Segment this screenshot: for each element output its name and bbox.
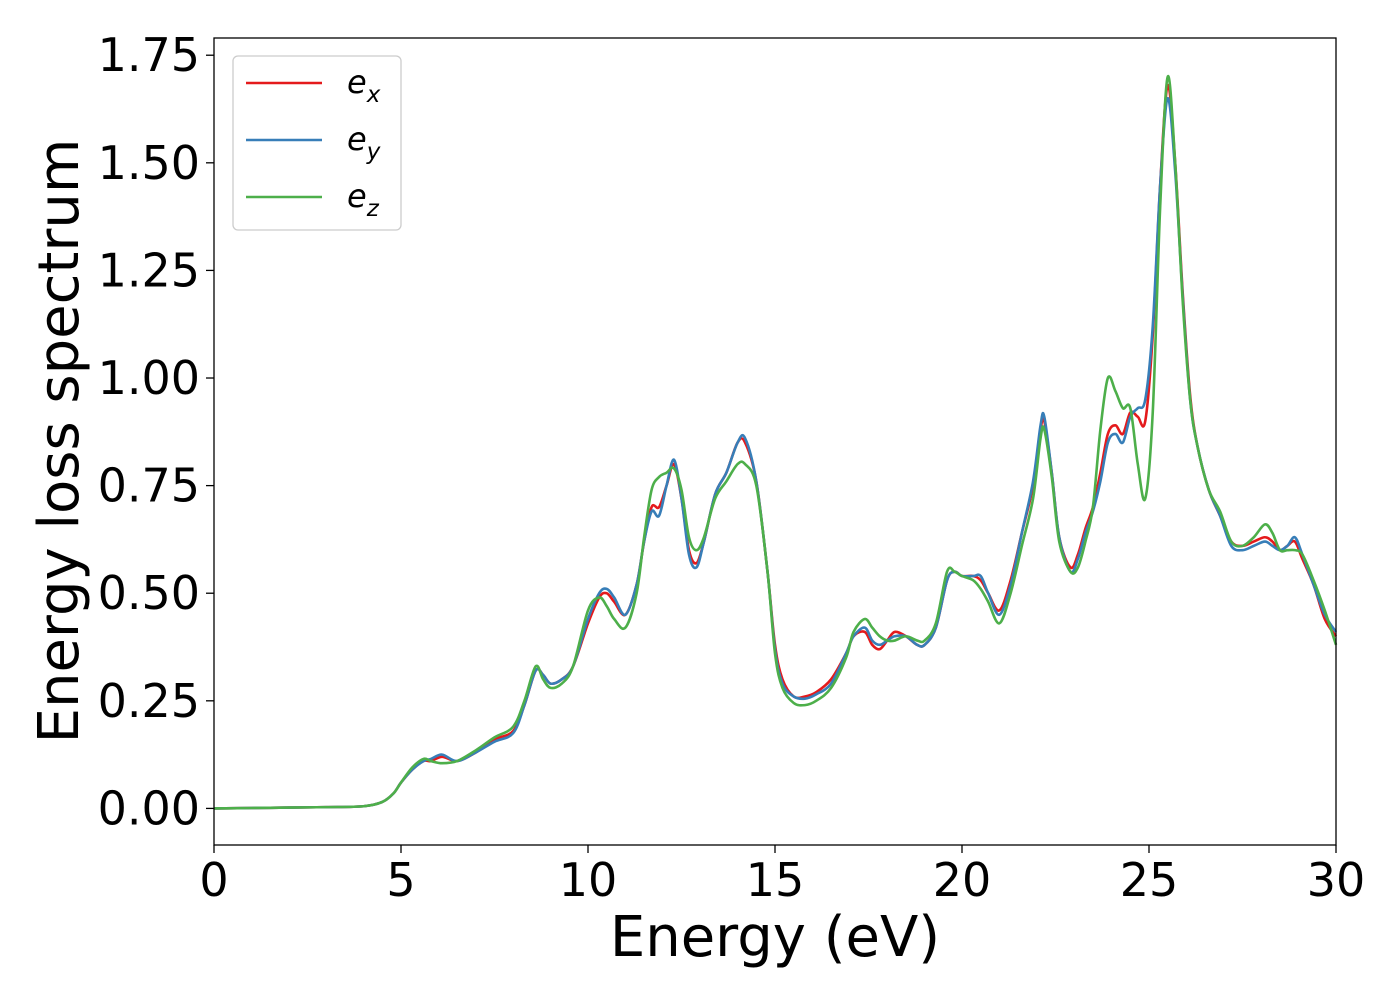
x-tick-label: 25 <box>1120 853 1179 907</box>
x-tick-label: 0 <box>199 853 228 907</box>
y-axis-label: Energy loss spectrum <box>27 139 92 744</box>
x-tick-label: 15 <box>746 853 805 907</box>
y-tick-label: 0.00 <box>98 781 200 835</box>
x-axis-label: Energy (eV) <box>610 905 940 970</box>
y-tick-label: 0.75 <box>98 459 200 513</box>
y-tick-label: 1.50 <box>98 136 200 190</box>
series-layer <box>213 74 1338 810</box>
ticks-layer: 0 5 10 15 20 25 30 0.00 0.25 0.50 0.75 1.00 1.25 1.50… <box>98 28 1366 907</box>
legend-label-ey: ey <box>347 120 381 165</box>
series-line-ez <box>213 74 1338 810</box>
y-tick-label: 1.25 <box>98 243 200 297</box>
y-tick-label: 0.25 <box>98 674 200 728</box>
x-tick-label: 30 <box>1307 853 1366 907</box>
legend-frame <box>232 55 402 231</box>
y-tick-label: 1.75 <box>98 28 200 82</box>
x-tick-label: 5 <box>386 853 415 907</box>
y-tick-label: 0.50 <box>98 566 200 620</box>
y-tick-label: 1.00 <box>98 351 200 405</box>
x-tick-label: 10 <box>559 853 618 907</box>
legend-label-ex: ex <box>347 63 381 108</box>
x-tick-label: 20 <box>933 853 992 907</box>
